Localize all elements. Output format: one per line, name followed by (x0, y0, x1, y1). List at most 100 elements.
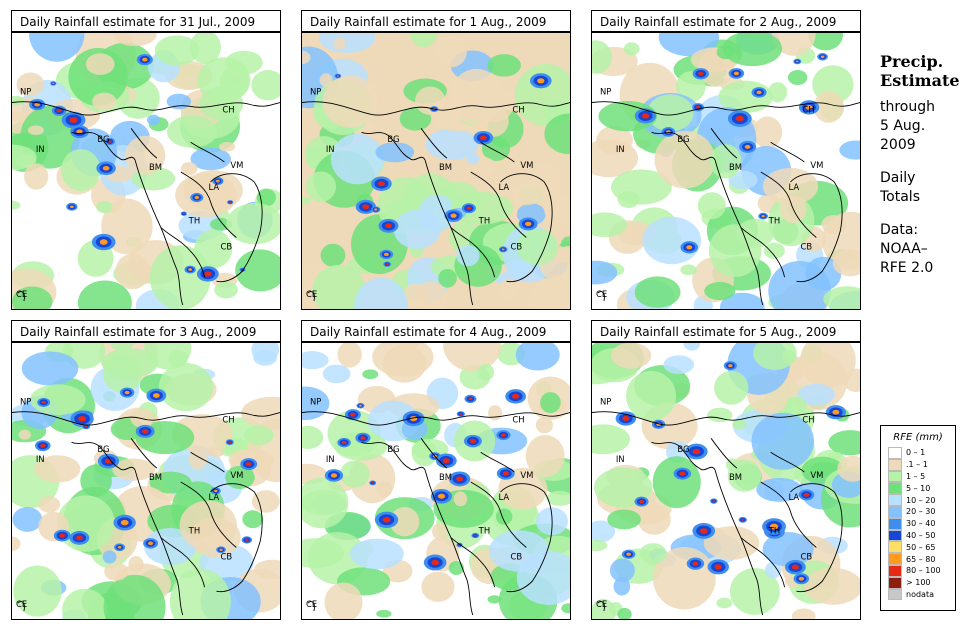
rain-area (515, 343, 560, 371)
heavy-rain-cell (459, 413, 463, 415)
rain-area (639, 543, 667, 564)
legend-row: .1 – 1 (888, 458, 955, 471)
rain-area (154, 35, 200, 66)
rain-area (302, 351, 329, 370)
source-label: NOAA– (880, 241, 928, 257)
country-label-th: TH (188, 526, 200, 536)
rain-area (421, 571, 455, 602)
rain-area (61, 149, 101, 192)
heavy-rain-cell (40, 443, 46, 448)
heavy-rain-cell (741, 518, 745, 521)
country-label-la: LA (209, 182, 220, 192)
rain-area (362, 369, 379, 380)
country-boundary (420, 128, 448, 159)
rain-area (797, 383, 835, 406)
rain-area (330, 133, 384, 185)
country-label-in: IN (326, 454, 335, 464)
legend-label: 5 – 10 (906, 483, 931, 493)
legend-label: 0 – 1 (906, 448, 926, 458)
country-boundary (302, 411, 570, 426)
heavy-rain-cell (641, 113, 650, 119)
heavy-rain-cell (756, 90, 762, 95)
rain-area (617, 607, 632, 619)
rain-area (592, 539, 608, 552)
heavy-rain-cell (152, 393, 160, 398)
rain-area (104, 562, 129, 581)
country-label-np: NP (20, 87, 31, 97)
rain-area (763, 242, 785, 259)
heavy-rain-cell (795, 60, 799, 63)
rain-area (209, 218, 233, 231)
rain-area (34, 455, 81, 483)
country-boundary (130, 128, 158, 159)
country-label-th: TH (478, 526, 490, 536)
rain-area (762, 532, 814, 567)
heavy-rain-cell (84, 425, 88, 428)
heavy-rain-cell (696, 105, 701, 109)
rain-area (752, 116, 783, 149)
rain-area (839, 140, 860, 160)
country-label-bg: BG (97, 444, 109, 454)
rain-area (592, 260, 618, 285)
heavy-rain-cell (735, 115, 744, 122)
rain-area (611, 169, 672, 205)
country-boundary (12, 411, 280, 426)
country-boundary (302, 101, 570, 116)
rain-area (805, 256, 842, 291)
country-boundary (770, 141, 805, 163)
heavy-rain-cell (204, 271, 212, 277)
rain-area (102, 550, 117, 564)
country-boundary (760, 171, 817, 238)
heavy-rain-cell (117, 546, 122, 549)
country-boundary (160, 227, 206, 278)
heavy-rain-cell (383, 252, 389, 256)
rain-area (626, 370, 677, 421)
version-label: RFE 2.0 (880, 260, 934, 276)
country-label-ch: CH (512, 104, 524, 114)
country-boundary (740, 537, 786, 588)
legend-row: 1 – 5 (888, 470, 955, 483)
country-label-th: TH (478, 216, 490, 226)
rain-area (12, 536, 21, 551)
rain-area (382, 344, 427, 383)
country-boundary (307, 601, 315, 612)
rain-area (12, 144, 37, 171)
legend-label: 1 – 5 (906, 471, 926, 481)
rain-area (528, 274, 570, 309)
rainfall-panel-5: Daily Rainfall estimate for 4 Aug., 2009… (301, 320, 571, 620)
country-label-vm: VM (230, 160, 243, 170)
legend-swatch (888, 458, 902, 471)
rain-area (149, 245, 211, 309)
heavy-rain-cell (512, 393, 520, 399)
legend-row: 80 – 100 (888, 564, 955, 577)
country-label-vm: VM (810, 160, 823, 170)
country-label-bm: BM (439, 472, 452, 482)
legend-label: 80 – 100 (906, 566, 941, 576)
country-label-cb: CB (220, 241, 232, 251)
rain-area (16, 72, 45, 97)
country-label-ch: CH (512, 414, 524, 424)
rain-area (102, 353, 143, 393)
rain-area (704, 281, 736, 301)
legend-row: 0 – 1 (888, 447, 955, 459)
rain-area (190, 147, 231, 171)
heavy-rain-cell (385, 263, 389, 266)
rain-area (169, 568, 231, 619)
legend-row: > 100 (888, 576, 955, 589)
country-label-in: IN (326, 144, 335, 154)
rain-area (488, 405, 503, 421)
rain-area (125, 135, 166, 175)
rain-area (146, 114, 160, 126)
rain-area (596, 125, 633, 155)
rain-area (732, 419, 746, 430)
rain-area (38, 496, 61, 513)
rain-area (112, 458, 156, 481)
heavy-rain-cell (686, 245, 693, 250)
heavy-rain-cell (142, 57, 148, 62)
legend-label: .1 – 1 (906, 460, 928, 470)
rain-area (241, 396, 280, 430)
country-boundary (710, 438, 738, 469)
rain-area (592, 520, 616, 543)
heavy-rain-cell (385, 223, 392, 229)
rain-area (302, 197, 312, 205)
